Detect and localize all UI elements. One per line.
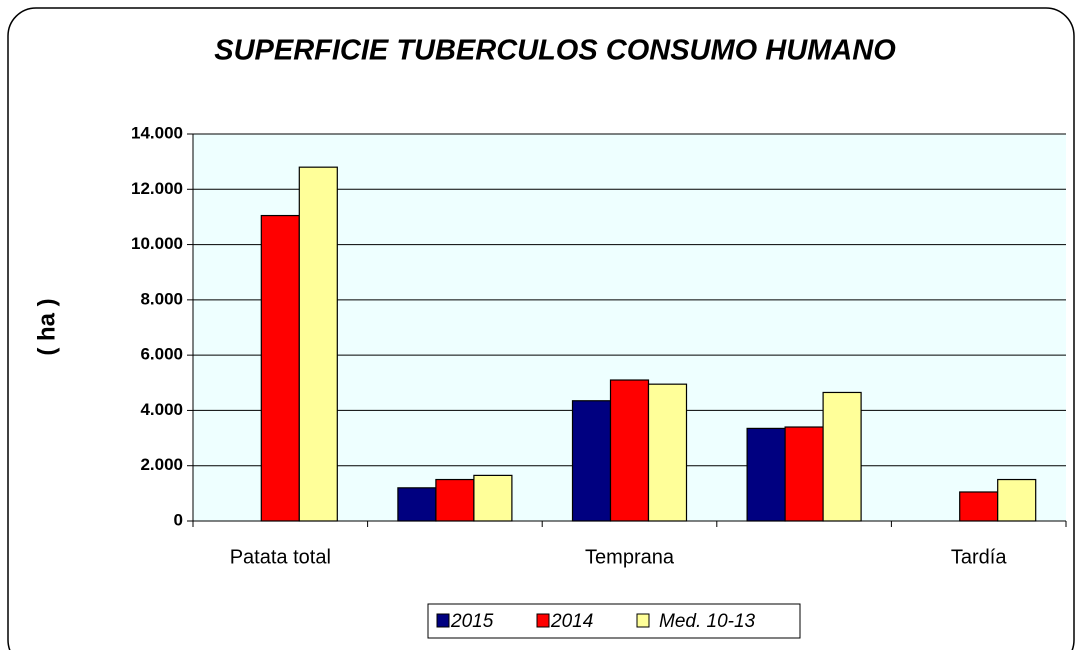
bar xyxy=(746,427,786,522)
bar xyxy=(784,426,824,522)
x-tick-label: Tardía xyxy=(951,546,1007,568)
bar xyxy=(260,214,300,522)
y-tick-label: 0 xyxy=(174,510,183,529)
bar xyxy=(435,478,475,522)
y-tick-label: 8.000 xyxy=(140,289,183,308)
y-tick-label: 6.000 xyxy=(140,345,183,364)
legend-label: 2014 xyxy=(550,611,593,632)
y-tick-label: 2.000 xyxy=(140,455,183,474)
legend-swatch xyxy=(436,613,450,628)
bar xyxy=(959,491,999,522)
chart-title: SUPERFICIE TUBERCULOS CONSUMO HUMANO xyxy=(214,35,896,67)
bar xyxy=(609,379,650,522)
bar xyxy=(822,391,862,522)
x-tick-label: Temprana xyxy=(585,546,675,568)
bar xyxy=(397,487,437,522)
legend-label: 2015 xyxy=(450,611,494,632)
bar xyxy=(473,474,513,522)
y-tick-label: 10.000 xyxy=(131,234,183,253)
y-tick-label: 4.000 xyxy=(140,400,183,419)
y-tick-label: 14.000 xyxy=(131,123,183,142)
legend-label: Med. 10-13 xyxy=(659,611,756,632)
bar xyxy=(997,478,1037,522)
bar xyxy=(571,400,612,522)
legend-swatch xyxy=(536,613,550,628)
y-tick-label: 12.000 xyxy=(131,179,183,198)
bar xyxy=(298,166,338,522)
bar xyxy=(647,383,688,522)
y-axis-label: ( ha ) xyxy=(33,298,60,355)
legend-box xyxy=(427,603,801,639)
legend-swatch xyxy=(636,613,650,628)
x-tick-label: Patata total xyxy=(230,546,331,568)
